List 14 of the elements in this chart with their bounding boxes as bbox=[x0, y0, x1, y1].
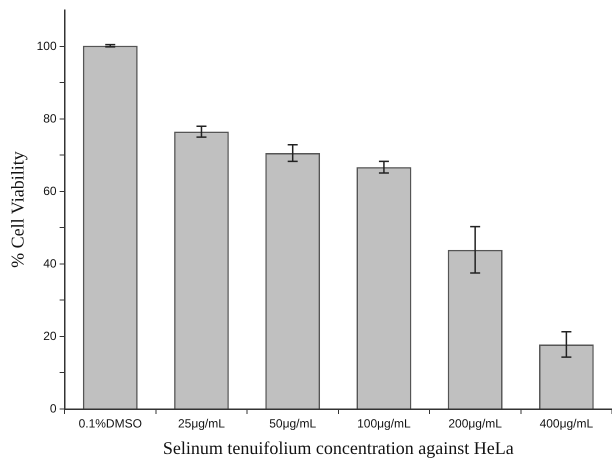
x-tick-label: 50μg/mL bbox=[269, 416, 316, 431]
y-tick-label: 20 bbox=[43, 328, 57, 343]
x-tick-label: 100μg/mL bbox=[357, 416, 412, 431]
x-tick-label: 25μg/mL bbox=[178, 416, 226, 431]
y-axis-title: % Cell Viability bbox=[8, 151, 28, 268]
y-tick-label: 0 bbox=[50, 401, 57, 416]
x-tick-label: 0.1%DMSO bbox=[78, 416, 142, 431]
x-axis-title: Selinum tenuifolium concentration against HeLa bbox=[162, 438, 514, 458]
y-tick-label: 80 bbox=[43, 111, 57, 126]
x-tick-label: 400μg/mL bbox=[540, 416, 594, 431]
y-tick-label: 60 bbox=[43, 184, 57, 198]
y-tick-label: 40 bbox=[43, 256, 57, 270]
x-tick-label: 200μg/mL bbox=[448, 416, 502, 431]
y-tick-label: 100 bbox=[36, 38, 57, 53]
